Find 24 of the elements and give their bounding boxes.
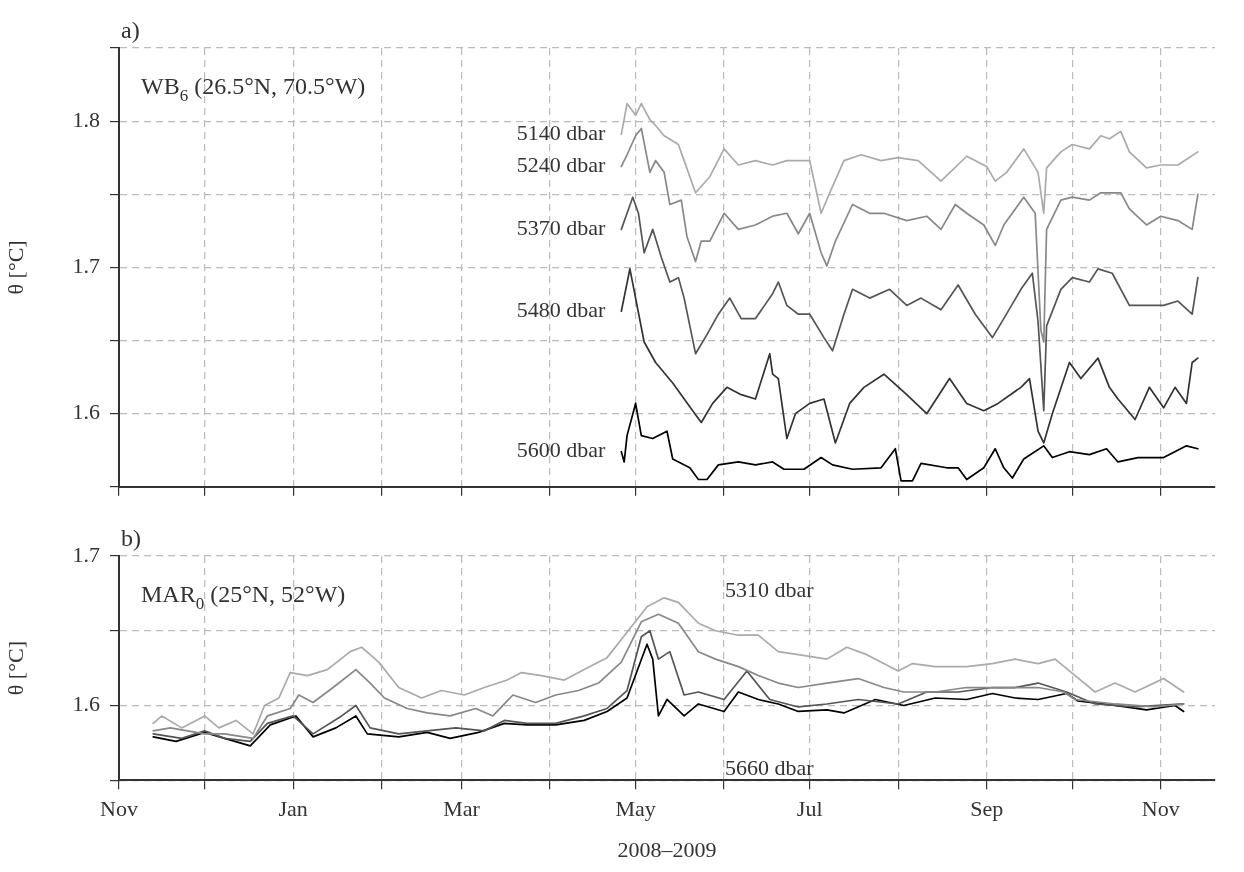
- y-tick-label: 1.6: [72, 691, 100, 717]
- y-tick-label: 1.8: [72, 106, 100, 132]
- series-label: 5310 dbar: [725, 576, 815, 602]
- y-tick-label: 1.6: [72, 399, 100, 425]
- y-tick-label: 1.7: [72, 253, 100, 279]
- series-label: 5660 dbar: [725, 755, 815, 781]
- x-tick-label: Jan: [278, 796, 308, 822]
- series-label: 5240 dbar: [516, 152, 607, 178]
- x-tick-label: Nov: [1141, 796, 1180, 822]
- y-axis-title: θ [°C]: [2, 240, 28, 295]
- x-tick-label: Mar: [443, 796, 481, 822]
- x-tick-label: Sep: [970, 796, 1004, 822]
- chart-title: a): [121, 17, 140, 43]
- y-tick-label: 1.7: [72, 541, 100, 567]
- series-label: 5480 dbar: [516, 297, 607, 323]
- x-tick-label: Nov: [100, 796, 138, 822]
- x-axis-title: 2008–2009: [617, 836, 717, 862]
- x-tick-label: Jul: [796, 796, 823, 822]
- y-axis-title: θ [°C]: [2, 641, 28, 696]
- series-label: 5140 dbar: [516, 120, 607, 146]
- series-label: 5370 dbar: [516, 215, 607, 241]
- chart-title: b): [121, 525, 141, 551]
- x-tick-label: May: [615, 796, 656, 822]
- series-label: 5600 dbar: [516, 437, 607, 463]
